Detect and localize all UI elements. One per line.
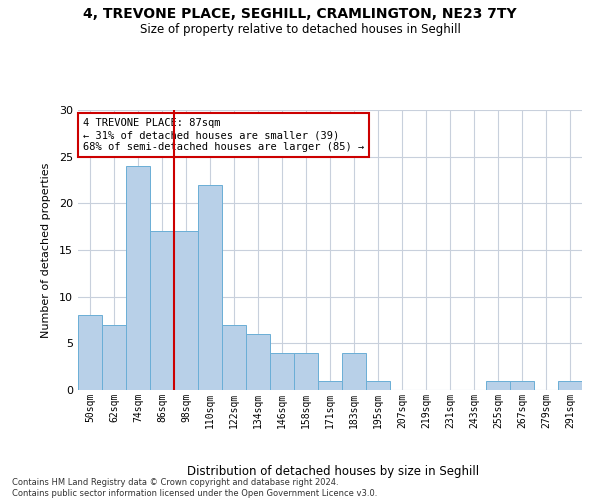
Text: Distribution of detached houses by size in Seghill: Distribution of detached houses by size … — [187, 464, 479, 477]
Bar — [174, 232, 198, 390]
Text: 4, TREVONE PLACE, SEGHILL, CRAMLINGTON, NE23 7TY: 4, TREVONE PLACE, SEGHILL, CRAMLINGTON, … — [83, 8, 517, 22]
Bar — [294, 352, 318, 390]
Bar — [222, 324, 246, 390]
Bar — [78, 316, 102, 390]
Bar — [102, 324, 126, 390]
Bar — [558, 380, 582, 390]
Bar — [126, 166, 150, 390]
Text: Size of property relative to detached houses in Seghill: Size of property relative to detached ho… — [140, 22, 460, 36]
Bar — [150, 232, 174, 390]
Bar — [198, 184, 222, 390]
Bar — [366, 380, 390, 390]
Bar — [342, 352, 366, 390]
Text: 4 TREVONE PLACE: 87sqm
← 31% of detached houses are smaller (39)
68% of semi-det: 4 TREVONE PLACE: 87sqm ← 31% of detached… — [83, 118, 364, 152]
Bar — [318, 380, 342, 390]
Bar — [486, 380, 510, 390]
Text: Contains HM Land Registry data © Crown copyright and database right 2024.
Contai: Contains HM Land Registry data © Crown c… — [12, 478, 377, 498]
Bar — [510, 380, 534, 390]
Y-axis label: Number of detached properties: Number of detached properties — [41, 162, 50, 338]
Bar — [246, 334, 270, 390]
Bar — [270, 352, 294, 390]
